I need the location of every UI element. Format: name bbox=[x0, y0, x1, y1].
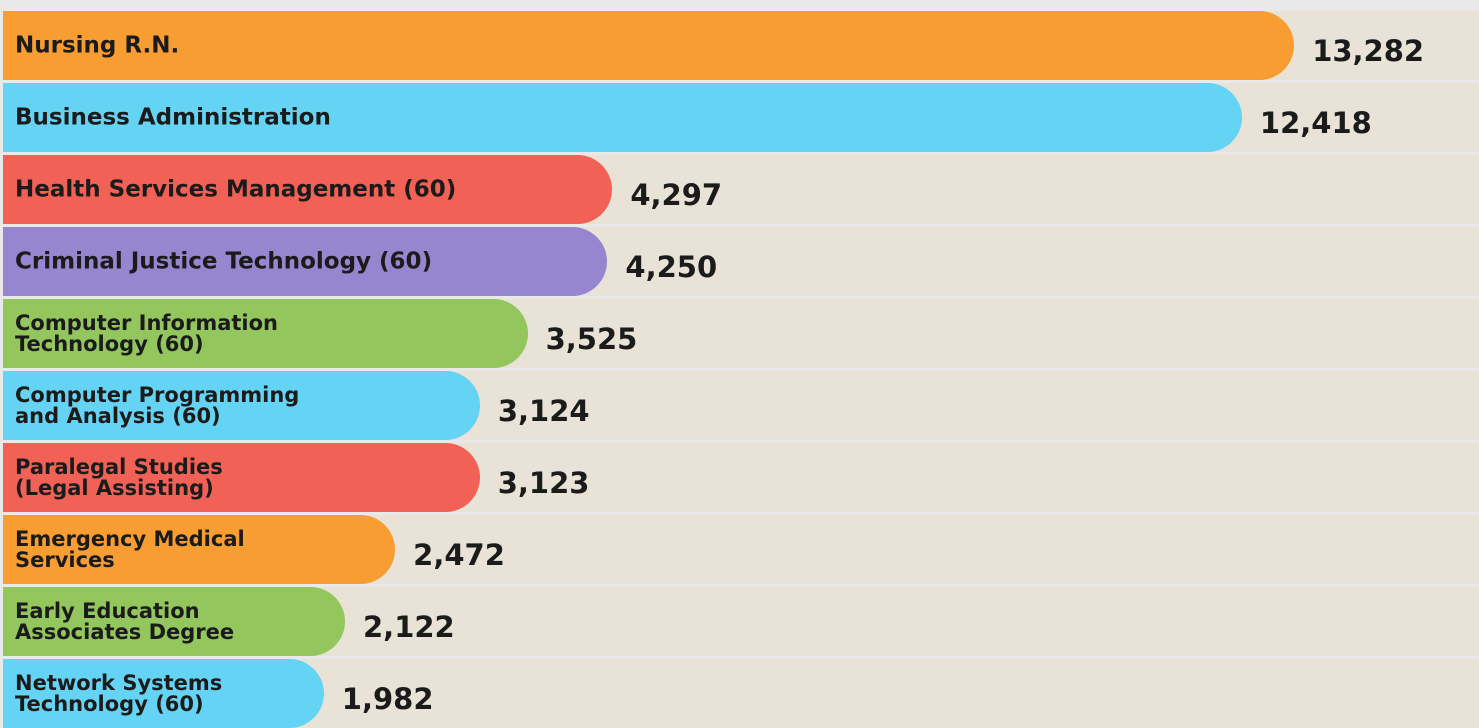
value-label: 3,123 bbox=[497, 465, 590, 500]
bar-label: Health Services Management (60) bbox=[15, 176, 457, 202]
bar-row: Criminal Justice Technology (60) 4,250 bbox=[3, 227, 1479, 296]
value-label: 13,282 bbox=[1312, 33, 1425, 68]
bar-label: Computer Information Technology (60) bbox=[15, 310, 279, 356]
bar: Criminal Justice Technology (60) bbox=[3, 227, 608, 296]
bar-label: Criminal Justice Technology (60) bbox=[15, 248, 433, 274]
bar-row: Computer Information Technology (60) 3,52… bbox=[3, 299, 1479, 368]
bar-label: Early Education Associates Degree bbox=[15, 598, 235, 644]
bar-row: Nursing R.N. 13,282 bbox=[3, 11, 1479, 80]
bar: Computer Information Technology (60) bbox=[3, 299, 528, 368]
value-label: 12,418 bbox=[1259, 105, 1372, 140]
value-label: 2,472 bbox=[413, 537, 505, 572]
bar-row: Business Administration 12,418 bbox=[3, 83, 1479, 152]
value-label: 3,525 bbox=[545, 321, 638, 356]
value-label: 4,297 bbox=[630, 177, 723, 212]
bar: Emergency Medical Services bbox=[3, 515, 396, 584]
bar: Computer Programming and Analysis (60) bbox=[3, 371, 480, 440]
bar-row: Computer Programming and Analysis (60) 3,… bbox=[3, 371, 1479, 440]
bar-label: Computer Programming and Analysis (60) bbox=[15, 382, 300, 428]
bar: Paralegal Studies (Legal Assisting) bbox=[3, 443, 480, 512]
bar: Network Systems Technology (60) bbox=[3, 659, 324, 728]
bar-row: Early Education Associates Degree 2,122 bbox=[3, 587, 1479, 656]
bar-label: Paralegal Studies (Legal Assisting) bbox=[15, 454, 223, 500]
bar-label: Emergency Medical Services bbox=[15, 526, 245, 572]
bar: Business Administration bbox=[3, 83, 1242, 152]
bar-label: Network Systems Technology (60) bbox=[15, 670, 223, 716]
value-label: 3,124 bbox=[497, 393, 590, 428]
bar: Nursing R.N. bbox=[3, 11, 1295, 80]
bar-row: Paralegal Studies (Legal Assisting) 3,123 bbox=[3, 443, 1479, 512]
bar: Early Education Associates Degree bbox=[3, 587, 345, 656]
bar-label: Business Administration bbox=[15, 104, 331, 130]
value-label: 2,122 bbox=[363, 609, 455, 644]
value-label: 1,982 bbox=[341, 681, 434, 716]
value-label: 4,250 bbox=[625, 249, 718, 284]
bar-label: Nursing R.N. bbox=[15, 32, 180, 58]
bar-row: Health Services Management (60) 4,297 bbox=[3, 155, 1479, 224]
bar-row: Emergency Medical Services 2,472 bbox=[3, 515, 1479, 584]
bar-row: Network Systems Technology (60) 1,982 bbox=[3, 659, 1479, 728]
bar: Health Services Management (60) bbox=[3, 155, 613, 224]
